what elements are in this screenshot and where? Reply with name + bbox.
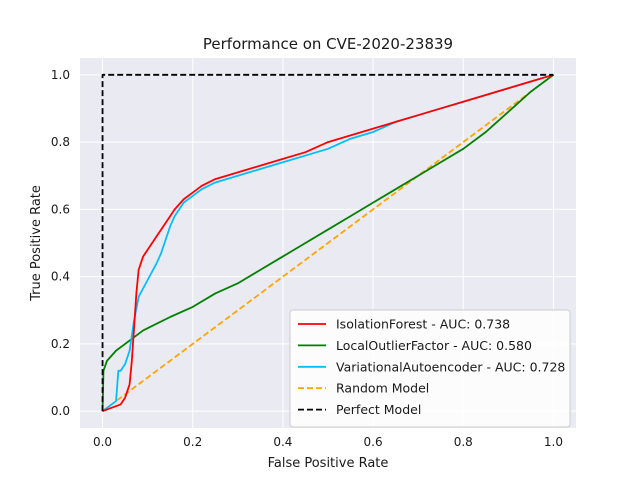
x-tick-label-1: 0.2 [183, 435, 202, 449]
y-tick-label-5: 1.0 [51, 68, 70, 82]
series-line-4 [101, 73, 554, 412]
legend-label-1: LocalOutlierFactor - AUC: 0.580 [336, 338, 532, 353]
x-tick-label-2: 0.4 [273, 435, 292, 449]
legend-frame [289, 309, 571, 428]
legend-label-3: Random Model [336, 381, 429, 396]
series-line-0 [102, 73, 554, 413]
y-tick-label-1: 0.2 [51, 337, 70, 351]
x-tick-label-4: 0.8 [454, 435, 473, 449]
y-axis-ticks: 0.0 0.2 0.4 0.6 0.8 1.0 [51, 68, 70, 418]
series-layer [101, 73, 554, 413]
x-tick-label-3: 0.6 [364, 435, 383, 449]
y-tick-label-3: 0.6 [51, 202, 70, 216]
legend-label-0: IsolationForest - AUC: 0.738 [336, 317, 510, 332]
y-axis-label: True Positive Rate [29, 185, 44, 302]
y-tick-label-2: 0.4 [51, 270, 70, 284]
legend-label-2: VariationalAutoencoder - AUC: 0.728 [336, 359, 565, 374]
y-tick-label-4: 0.8 [51, 135, 70, 149]
legend: IsolationForest - AUC: 0.738 LocalOutlier… [289, 309, 571, 428]
x-tick-label-0: 0.0 [93, 435, 112, 449]
x-tick-label-5: 1.0 [544, 435, 563, 449]
y-tick-label-0: 0.0 [51, 404, 70, 418]
legend-label-4: Perfect Model [336, 402, 421, 417]
x-axis-label: False Positive Rate [268, 456, 389, 471]
series-line-3 [102, 74, 554, 412]
x-axis-ticks: 0.0 0.2 0.4 0.6 0.8 1.0 [93, 435, 563, 449]
chart-title: Performance on CVE-2020-23839 [203, 35, 453, 53]
series-line-1 [101, 74, 554, 412]
